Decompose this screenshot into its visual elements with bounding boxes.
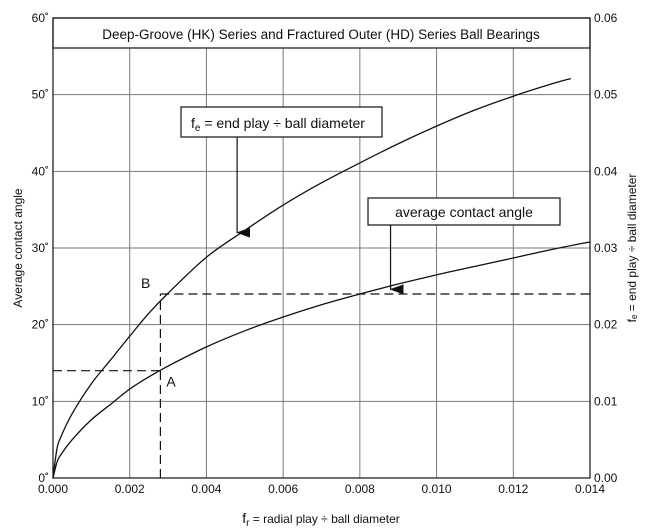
right-y-tick-label: 0.05 [594,88,618,102]
right-y-tick-label: 0.03 [594,241,618,255]
left-y-tick-label: 20˚ [32,318,49,332]
x-tick-label: 0.004 [191,482,221,496]
gridlines [53,18,590,478]
left-y-tick-labels: 0˚ 10˚ 20˚ 30˚ 40˚ 50˚ 60˚ [32,11,49,485]
right-y-tick-label: 0.01 [594,394,618,408]
right-y-tick-label: 0.06 [594,11,618,25]
end-play-curve [52,77,571,479]
left-y-tick-label: 0˚ [38,471,49,485]
left-y-tick-label: 60˚ [32,11,49,25]
right-y-tick-label: 0.04 [594,164,618,178]
chart-title: Deep-Groove (HK) Series and Fractured Ou… [102,27,540,42]
left-y-axis-label: Average contact angle [11,188,25,308]
left-y-tick-label: 40˚ [32,164,49,178]
x-tick-label: 0.000 [38,482,68,496]
x-tick-label: 0.012 [498,482,528,496]
x-tick-label: 0.010 [422,482,452,496]
reference-lines [53,293,590,478]
point-labels: AB [141,275,176,390]
contact-angle-callout-box [367,197,561,226]
right-y-tick-label: 0.02 [594,318,618,332]
right-y-tick-labels: 0.00 0.01 0.02 0.03 0.04 0.05 0.06 [594,11,618,485]
left-y-tick-label: 30˚ [32,241,49,255]
end-play-callout-box [180,106,383,138]
left-y-tick-label: 50˚ [32,88,49,102]
x-axis-label: fr = radial play ÷ ball diameter [242,510,400,529]
contact-angle-curve [52,241,591,479]
contact-angle-callout-text: average contact angle [395,204,533,220]
x-tick-labels: 0.000 0.002 0.004 0.006 0.008 0.010 0.012 0.014 [38,482,605,496]
x-tick-label: 0.006 [268,482,298,496]
x-tick-label: 0.008 [345,482,375,496]
point-label-b: B [141,275,150,291]
x-tick-label: 0.002 [115,482,145,496]
point-label-a: A [166,374,176,390]
end-play-callout-text: fe = end play ÷ ball diameter [191,115,365,134]
curves [52,77,591,479]
plot-frame [52,17,591,479]
x-tick-label: 0.014 [575,482,605,496]
right-y-tick-label: 0.00 [594,471,618,485]
left-y-tick-label: 10˚ [32,394,49,408]
right-y-axis-label: fₑ = end play ÷ ball diameter [625,174,639,323]
